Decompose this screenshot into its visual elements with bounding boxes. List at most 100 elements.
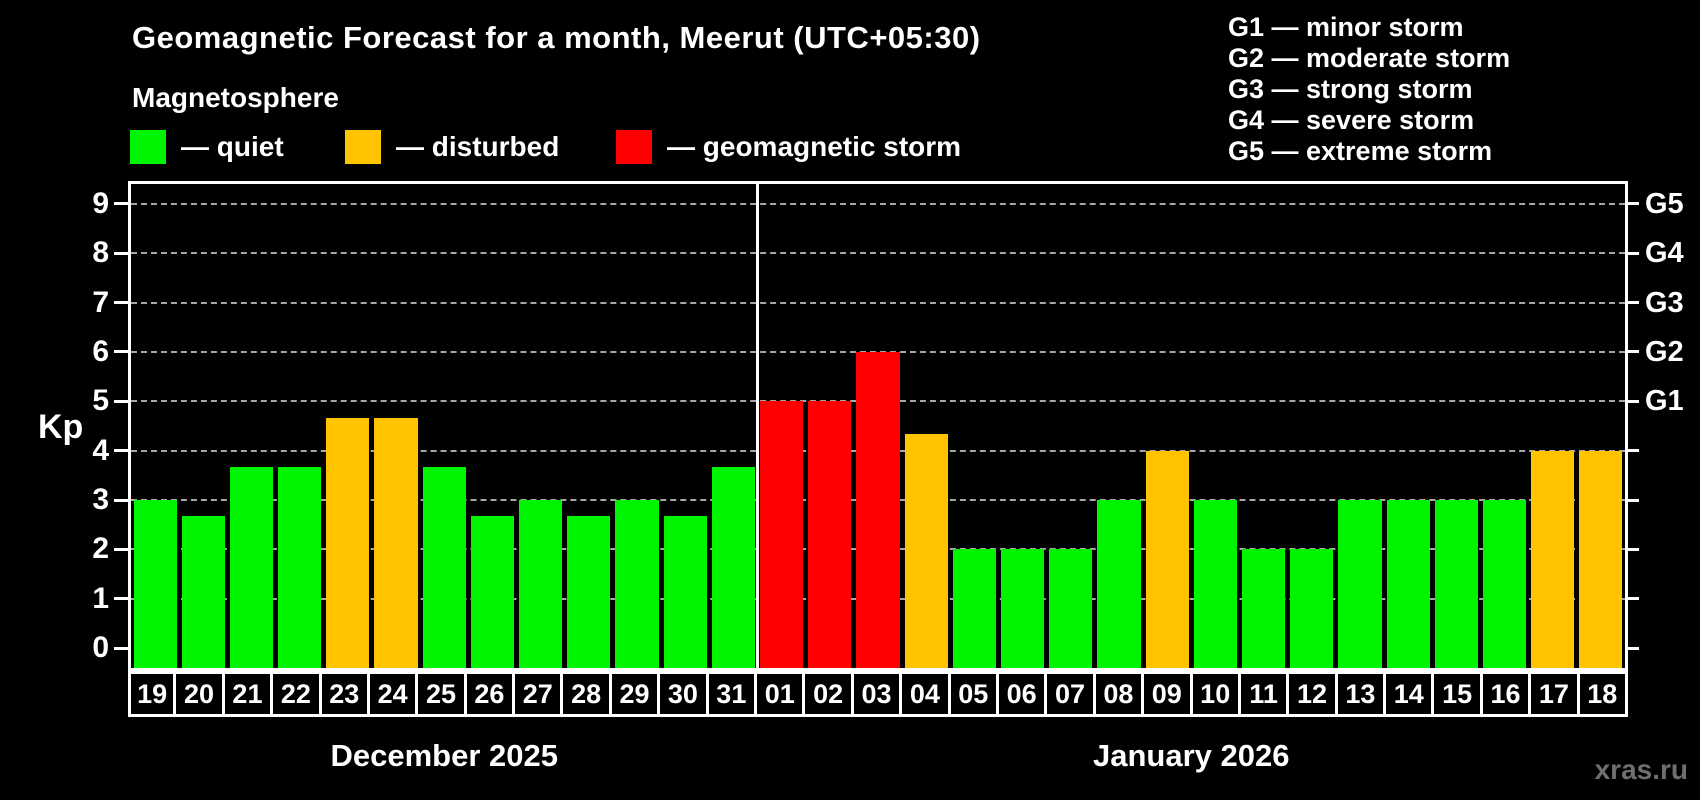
date-cell: 09	[1141, 671, 1193, 717]
y-axis-label: 1	[92, 581, 109, 615]
month-label: January 2026	[1093, 738, 1290, 773]
g-scale-axis-label: G3	[1645, 286, 1684, 319]
y-axis-tick-left	[114, 251, 128, 255]
quiet-color-swatch	[130, 130, 166, 164]
month-label: December 2025	[330, 738, 559, 773]
storm-scale-g4: G4 — severe storm	[1228, 105, 1475, 135]
storm-scale-g3: G3 — strong storm	[1228, 74, 1473, 104]
y-axis-tick-right	[1625, 597, 1639, 601]
date-cell: 25	[415, 671, 467, 717]
date-cell: 06	[995, 671, 1048, 717]
legend-item-storm: — geomagnetic storm	[616, 130, 961, 164]
date-cell: 29	[608, 671, 661, 717]
y-axis-tick-left	[114, 350, 128, 354]
kp-bar	[422, 467, 466, 668]
y-axis-label: 8	[92, 236, 109, 270]
date-cell: 21	[221, 671, 274, 717]
kp-gridline	[131, 202, 1625, 205]
y-axis-tick-left	[114, 547, 128, 551]
kp-bar	[181, 516, 225, 668]
y-axis-label: 2	[92, 532, 109, 566]
kp-bar	[1097, 500, 1141, 668]
kp-bar	[133, 500, 177, 668]
legend-item-disturbed: — disturbed	[345, 130, 559, 164]
date-cell: 30	[657, 671, 709, 717]
y-axis-label: 6	[92, 334, 109, 368]
g-scale-axis-label: G2	[1645, 335, 1684, 368]
date-cell: 04	[899, 671, 951, 717]
quiet-label: — quiet	[181, 131, 284, 162]
date-cell: 14	[1383, 671, 1435, 717]
date-cell: 01	[754, 671, 806, 717]
kp-gridline	[131, 350, 1625, 353]
date-cell: 15	[1431, 671, 1483, 717]
date-cell: 10	[1189, 671, 1241, 717]
kp-bar	[808, 401, 852, 668]
storm-scale-legend: G1 — minor storm G2 — moderate storm G3 …	[1228, 12, 1510, 167]
storm-scale-g2: G2 — moderate storm	[1228, 43, 1511, 73]
y-axis-tick-right	[1625, 301, 1639, 305]
kp-bar	[1145, 450, 1189, 668]
y-axis-tick-right	[1625, 547, 1639, 551]
chart-title: Geomagnetic Forecast for a month, Meerut…	[132, 20, 981, 55]
y-axis-tick-right	[1625, 498, 1639, 502]
y-axis-tick-right	[1625, 251, 1639, 255]
kp-bar	[1241, 549, 1286, 668]
kp-bar	[1290, 549, 1334, 668]
kp-bar	[519, 500, 563, 668]
kp-gridline	[131, 301, 1625, 304]
kp-bar	[567, 516, 611, 668]
g-scale-axis-label: G1	[1645, 385, 1684, 418]
kp-bar	[1434, 500, 1478, 668]
y-axis-tick-right	[1625, 399, 1639, 403]
date-cell: 23	[318, 671, 370, 717]
date-cell: 11	[1237, 671, 1290, 717]
y-axis-tick-left	[114, 202, 128, 206]
y-axis-label: 9	[92, 186, 109, 220]
y-axis-tick-left	[114, 498, 128, 502]
date-cell: 20	[173, 671, 225, 717]
kp-bar	[952, 549, 996, 668]
date-cell: 18	[1576, 671, 1628, 717]
kp-bar	[1482, 500, 1527, 668]
kp-bar	[1531, 450, 1575, 668]
disturbed-color-swatch	[345, 130, 381, 164]
date-cell: 07	[1044, 671, 1096, 717]
date-cell: 28	[560, 671, 612, 717]
kp-bar	[374, 417, 418, 668]
y-axis-label: 5	[92, 384, 109, 418]
kp-bar	[1386, 500, 1430, 668]
kp-bar	[1049, 549, 1093, 668]
g-scale-axis-label: G5	[1645, 187, 1684, 220]
date-cell: 31	[705, 671, 758, 717]
kp-bar	[1000, 549, 1045, 668]
kp-bar	[1338, 500, 1382, 668]
y-axis-tick-left	[114, 597, 128, 601]
chart-subtitle: Magnetosphere	[132, 82, 339, 113]
storm-scale-g5: G5 — extreme storm	[1228, 136, 1493, 166]
date-cell: 16	[1479, 671, 1532, 717]
month-separator-line	[756, 184, 760, 668]
y-axis-tick-right	[1625, 449, 1639, 453]
storm-label: — geomagnetic storm	[667, 131, 962, 162]
watermark: xras.ru	[1594, 754, 1688, 785]
kp-bar	[615, 500, 659, 668]
y-axis-tick-left	[114, 301, 128, 305]
date-axis: 19 20 21 22 23 24 25 26 27 28 29 30 31 01 02 03 04 05 06 07…	[128, 671, 1628, 717]
kp-gridline	[131, 252, 1625, 255]
date-cell: 13	[1334, 671, 1387, 717]
kp-bar	[904, 434, 948, 668]
date-cell: 19	[128, 671, 177, 717]
kp-bar	[663, 516, 707, 668]
y-axis-tick-left	[114, 399, 128, 403]
kp-bar	[326, 417, 370, 668]
y-axis-tick-left	[114, 646, 128, 650]
storm-scale-g1: G1 — minor storm	[1228, 12, 1464, 42]
date-cell: 03	[850, 671, 903, 717]
disturbed-label: — disturbed	[396, 131, 560, 162]
date-cell: 02	[802, 671, 854, 717]
date-cell: 22	[270, 671, 322, 717]
date-cell: 24	[366, 671, 419, 717]
y-axis-tick-right	[1625, 350, 1639, 354]
